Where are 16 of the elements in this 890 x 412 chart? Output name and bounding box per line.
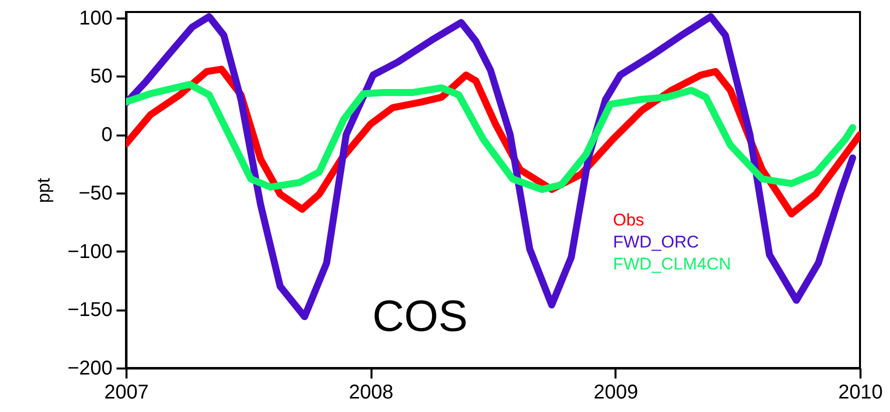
y-tick-label: −100 [67,240,112,263]
y-tick-label: 0 [101,124,112,146]
y-axis-title: ppt [33,178,54,204]
text: Obs [613,210,644,230]
y-tick-label: −150 [67,299,112,322]
x-tick-label: 2010 [838,382,883,404]
y-tick-label: −200 [67,358,112,380]
x-tick-label: 2007 [104,382,149,404]
text: FWD_CLM4CN [613,254,732,274]
y-tick-label: 100 [79,7,112,30]
x-tick-label: 2008 [348,382,394,404]
y-tick-label: 50 [90,66,112,88]
x-tick-label: 2009 [594,382,638,404]
text: FWD_ORC [613,232,699,252]
annotation: COS [372,292,468,341]
y-tick-label: −50 [78,182,112,204]
